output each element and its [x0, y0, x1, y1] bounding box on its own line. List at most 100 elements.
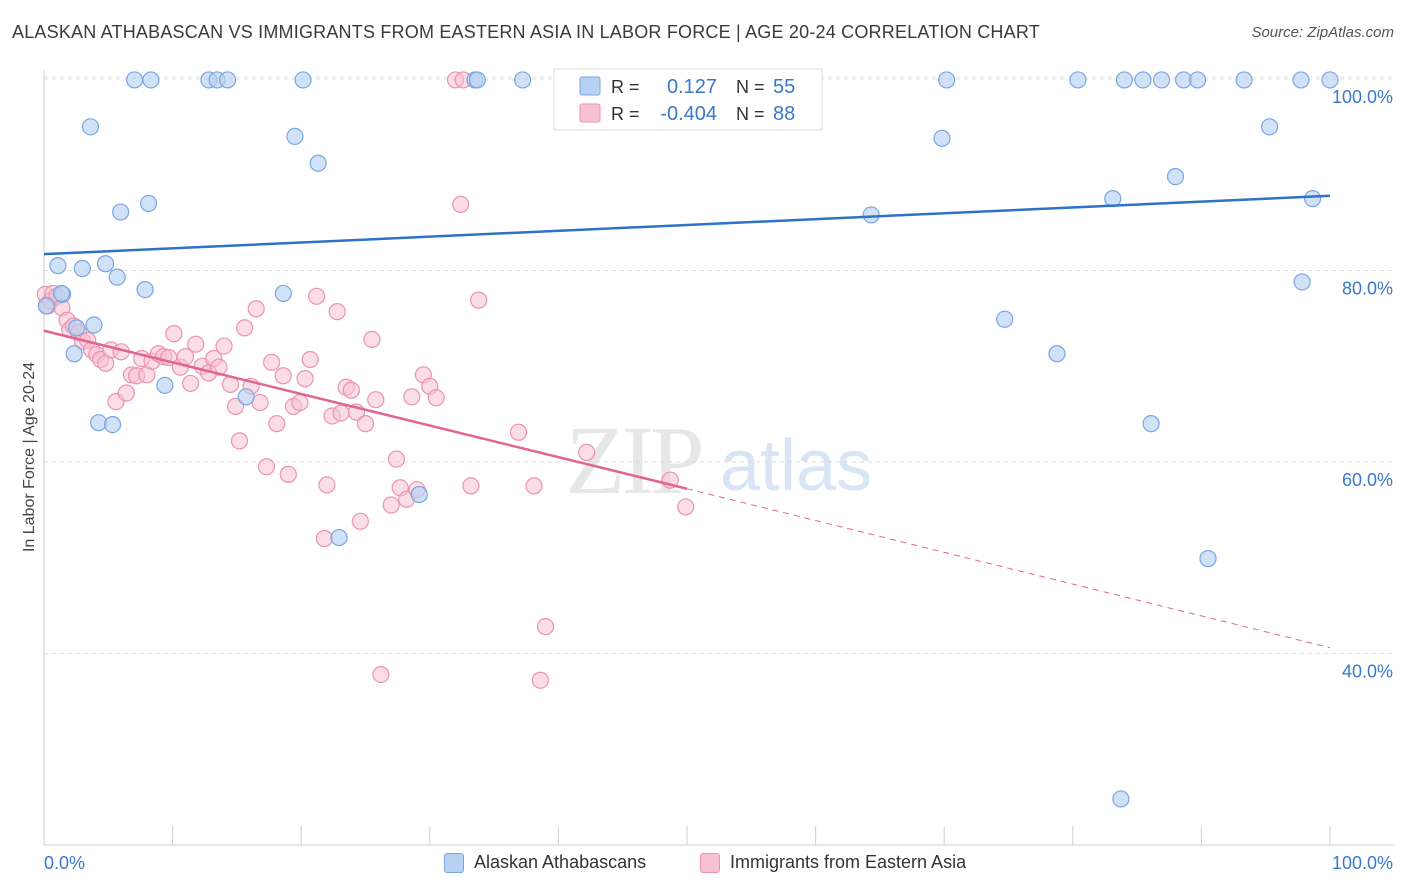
- data-point: [677, 498, 695, 516]
- legend-n-label: N =: [736, 77, 765, 97]
- data-point: [274, 367, 292, 385]
- data-point: [117, 384, 135, 402]
- data-point: [247, 300, 265, 318]
- data-point: [427, 389, 445, 407]
- data-point: [1134, 71, 1152, 89]
- data-point: [315, 529, 333, 548]
- data-point: [156, 376, 174, 394]
- data-point: [452, 195, 470, 213]
- data-point: [933, 129, 951, 147]
- data-point: [1048, 345, 1066, 363]
- x-tick-labels: 0.0% 100.0%: [44, 853, 1393, 873]
- x-tick-label: 100.0%: [1332, 853, 1393, 873]
- y-tick-label: 40.0%: [1342, 661, 1393, 681]
- data-point: [136, 280, 154, 299]
- data-point: [52, 284, 71, 303]
- data-point: [367, 391, 385, 409]
- data-point: [81, 118, 100, 136]
- data-point: [142, 71, 160, 89]
- trend-lines: [43, 194, 1331, 649]
- data-point: [1235, 71, 1253, 89]
- legend-n-label: N =: [736, 104, 765, 124]
- data-point: [274, 284, 292, 303]
- legend-swatch-blue: [579, 76, 601, 96]
- data-point: [139, 194, 158, 213]
- data-point: [330, 528, 348, 547]
- data-point: [996, 310, 1014, 328]
- data-point: [410, 485, 428, 504]
- data-point: [1166, 168, 1185, 186]
- data-point: [73, 259, 91, 278]
- axes: [43, 70, 1394, 846]
- data-point: [268, 415, 286, 433]
- data-point: [230, 432, 249, 450]
- trend-line-blue: [43, 194, 1331, 256]
- legend-r-value: -0.404: [660, 103, 717, 125]
- y-tick-label: 60.0%: [1342, 470, 1393, 490]
- data-point: [509, 423, 528, 441]
- data-point: [1260, 118, 1279, 136]
- y-tick-label: 80.0%: [1342, 278, 1393, 298]
- data-point: [291, 393, 309, 412]
- watermark-atlas: atlas: [720, 426, 872, 506]
- gridlines: [44, 76, 1394, 654]
- legend-swatch-pink: [579, 103, 601, 123]
- legend-r-value: 0.127: [667, 76, 717, 98]
- data-point: [382, 496, 400, 514]
- data-point: [279, 465, 297, 483]
- data-point: [103, 415, 122, 434]
- data-point: [182, 374, 200, 393]
- data-point: [468, 71, 486, 89]
- legend-r-label: R =: [611, 104, 640, 124]
- data-point: [1199, 550, 1217, 568]
- data-point: [65, 345, 83, 363]
- legend-bottom: Alaskan Athabascans Immigrants from East…: [0, 852, 1406, 880]
- data-point: [525, 477, 543, 495]
- series-alaskan-athabascans: [37, 71, 1339, 808]
- data-point: [351, 512, 369, 530]
- data-point: [403, 388, 421, 406]
- data-point: [387, 450, 405, 468]
- data-point: [85, 316, 103, 334]
- legend-swatch-pink: [700, 852, 720, 873]
- legend-swatch-blue: [444, 852, 464, 873]
- data-point: [215, 337, 233, 355]
- series-immigrants-from-eastern-asia: [36, 71, 695, 689]
- data-point: [286, 127, 304, 146]
- data-point: [332, 404, 350, 422]
- data-point: [536, 618, 555, 636]
- data-point: [257, 458, 276, 476]
- data-point: [296, 370, 314, 388]
- legend-item-alaskan-athabascans[interactable]: Alaskan Athabascans: [444, 852, 646, 873]
- data-point: [1112, 790, 1130, 808]
- data-point: [318, 476, 336, 494]
- legend-r-label: R =: [611, 77, 640, 97]
- data-point: [126, 71, 144, 89]
- data-point: [218, 71, 237, 89]
- legend-item-immigrants-from-eastern-asia[interactable]: Immigrants from Eastern Asia: [700, 852, 966, 873]
- data-point: [165, 325, 183, 343]
- trend-line-pink-extension: [686, 488, 1331, 649]
- source-label: Source: ZipAtlas.com: [1251, 24, 1394, 41]
- data-point: [1152, 71, 1171, 89]
- legend-n-value: 88: [773, 103, 795, 125]
- data-point: [470, 291, 488, 309]
- data-point: [309, 154, 327, 172]
- watermark-zip: ZIP: [566, 407, 701, 515]
- data-point: [210, 358, 228, 376]
- data-point: [1293, 273, 1311, 291]
- data-point: [67, 319, 86, 337]
- data-point: [112, 203, 130, 221]
- data-point: [328, 303, 346, 321]
- chart-title: ALASKAN ATHABASCAN VS IMMIGRANTS FROM EA…: [12, 22, 1040, 42]
- data-point: [462, 477, 480, 495]
- data-point: [108, 268, 126, 286]
- legend-top: R = R = 0.127 -0.404 N = N = 55 88: [553, 68, 823, 131]
- data-point: [308, 287, 326, 305]
- data-point: [294, 71, 312, 89]
- data-point: [1321, 71, 1339, 89]
- data-point: [372, 665, 390, 684]
- data-point: [356, 415, 375, 433]
- trend-line-pink: [43, 329, 688, 490]
